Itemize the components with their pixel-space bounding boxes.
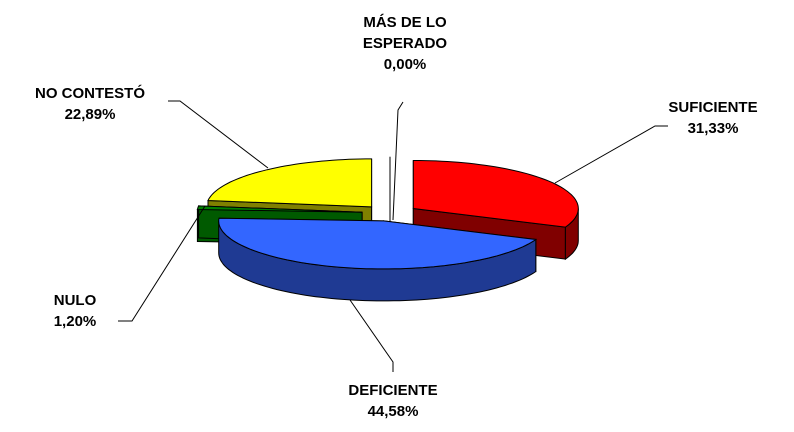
label-name: MÁS DE LO ESPERADO [362, 14, 448, 52]
label-value: 0,00% [383, 56, 427, 73]
label-value: 31,33% [687, 120, 739, 137]
slice-top [207, 158, 373, 208]
leader-line [118, 205, 206, 322]
slice-top [218, 217, 538, 270]
label-name: NO CONTESTÓ [34, 85, 145, 102]
slice [218, 217, 538, 302]
label-value: 22,89% [64, 106, 116, 123]
leader-line [392, 101, 404, 221]
label-name: NULO [53, 292, 97, 309]
leader-line [554, 125, 668, 184]
data-label: NO CONTESTÓ 22,89% [15, 83, 165, 125]
label-value: 1,20% [53, 313, 97, 330]
leader-line [349, 299, 394, 372]
slice-top [412, 160, 579, 228]
data-label: SUFICIENTE 31,33% [638, 97, 788, 139]
data-label: DEFICIENTE 44,58% [318, 380, 468, 422]
label-value: 44,58% [367, 403, 419, 420]
label-name: DEFICIENTE [348, 382, 438, 399]
leader-line [168, 100, 269, 169]
slice-top [196, 205, 363, 213]
label-name: SUFICIENTE [668, 99, 758, 116]
data-label: NULO 1,20% [0, 290, 150, 332]
data-label: MÁS DE LO ESPERADO 0,00% [330, 12, 480, 75]
